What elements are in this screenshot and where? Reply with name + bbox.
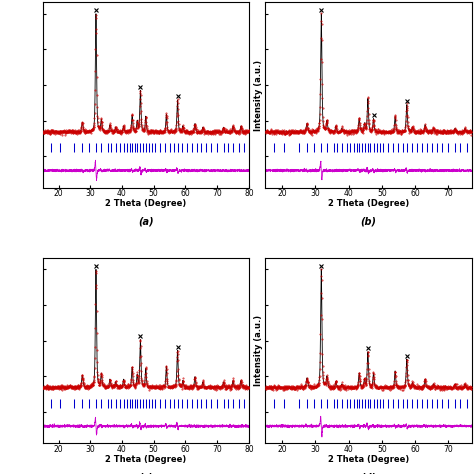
X-axis label: 2 Theta (Degree): 2 Theta (Degree)	[328, 455, 409, 464]
Text: (b): (b)	[361, 217, 376, 227]
Text: (a): (a)	[138, 217, 154, 227]
Text: (c): (c)	[138, 472, 153, 474]
Y-axis label: Intensity (a.u.): Intensity (a.u.)	[254, 315, 263, 386]
X-axis label: 2 Theta (Degree): 2 Theta (Degree)	[328, 200, 409, 209]
Text: (d): (d)	[361, 472, 376, 474]
X-axis label: 2 Theta (Degree): 2 Theta (Degree)	[105, 200, 186, 209]
Y-axis label: Intensity (a.u.): Intensity (a.u.)	[254, 59, 263, 130]
X-axis label: 2 Theta (Degree): 2 Theta (Degree)	[105, 455, 186, 464]
